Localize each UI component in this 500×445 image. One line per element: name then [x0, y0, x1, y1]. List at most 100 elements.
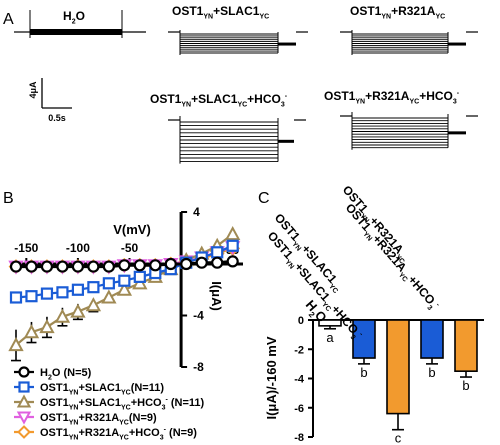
- subscript: YC: [327, 283, 339, 295]
- label-part: OST1: [150, 92, 182, 106]
- data-point: [195, 256, 208, 269]
- trace-r321a-hco3: [340, 112, 478, 150]
- data-point: [211, 256, 224, 269]
- data-point: [87, 260, 100, 273]
- y-tick-label: 4: [193, 205, 200, 219]
- data-point: [71, 260, 85, 273]
- y-tick-label: -8: [193, 360, 204, 374]
- legend-marker: [17, 425, 31, 439]
- legend-marker: [18, 366, 30, 378]
- trace-tail: [448, 131, 466, 135]
- subscript: 3: [281, 102, 285, 109]
- label-part: (N=11): [131, 382, 165, 394]
- significance-letter: b: [428, 365, 435, 380]
- label-part: (N=9): [166, 427, 197, 439]
- data-point: [133, 259, 146, 272]
- subscript: YC: [119, 419, 129, 426]
- trace-tail: [448, 42, 466, 46]
- subscript: YC: [119, 434, 129, 441]
- significance-letter: a: [326, 330, 334, 345]
- subscript: YC: [121, 404, 131, 411]
- subscript: 3: [453, 99, 457, 106]
- label-part: OST1: [40, 412, 69, 424]
- label-part: +HCO: [129, 427, 160, 439]
- subscript: 2: [307, 310, 317, 320]
- subscript: YN: [283, 259, 295, 271]
- label-part: OST1: [40, 397, 69, 409]
- trace-label-h2o: H2O: [63, 9, 85, 26]
- subscript: YN: [361, 231, 373, 243]
- subscript: 3: [425, 304, 433, 312]
- label-part: H: [40, 367, 48, 379]
- trace-label-r321a: OST1YN+R321AYC: [350, 4, 445, 21]
- label-part: (N=11): [168, 397, 205, 409]
- significance-letter: c: [395, 431, 402, 445]
- subscript: YN: [69, 404, 79, 411]
- legend: H2O (N=5)OST1YN+SLAC1YC(N=11)OST1YN+SLAC…: [14, 366, 205, 441]
- subscript: YN: [355, 99, 365, 106]
- panel-label-b: B: [3, 190, 14, 207]
- subscript: 3: [349, 334, 357, 342]
- superscript: -: [358, 331, 365, 338]
- bar-y-tick-label: -2: [294, 344, 304, 356]
- data-point: [118, 274, 131, 287]
- trace-r321a: [340, 30, 478, 55]
- subscript: YC: [435, 14, 445, 21]
- data-point: [224, 226, 241, 241]
- bar-y-tick-label: -4: [294, 374, 305, 386]
- category-label: OST1YN+R321AYC+HCO3-: [341, 201, 443, 314]
- trace-tail: [278, 42, 296, 46]
- label-part: +SLAC1: [191, 92, 238, 106]
- data-point: [9, 291, 23, 304]
- subscript: 2: [48, 374, 52, 381]
- data-point: [85, 297, 102, 312]
- subscript: 3: [160, 434, 164, 441]
- trace-label-slac1-hco3: OST1YN+SLAC1YC+HCO3-: [150, 92, 288, 109]
- scale-current-label: 4μA: [28, 81, 38, 99]
- subscript: 3: [162, 404, 166, 411]
- label-part: +HCO: [405, 273, 438, 308]
- subscript: YN: [69, 434, 79, 441]
- label-part: +SLAC1: [213, 4, 260, 18]
- label-part: +HCO: [247, 92, 281, 106]
- data-point: [164, 257, 177, 271]
- label-part: O (N=5): [52, 367, 92, 379]
- subscript: YN: [358, 213, 370, 225]
- data-point: [102, 260, 115, 273]
- trace-slac1-hco3: [168, 116, 306, 164]
- x-tick-label: -150: [14, 241, 38, 255]
- subscript: YN: [203, 14, 213, 21]
- trace-label-r321a-hco3: OST1YN+R321AYC+HCO3-: [324, 89, 460, 106]
- label-part: +HCO: [131, 397, 162, 409]
- label-part: OST1: [350, 4, 382, 18]
- bar: [454, 319, 478, 372]
- data-point: [40, 287, 54, 300]
- bar: [420, 319, 444, 359]
- data-point: [101, 289, 117, 304]
- data-point: [226, 255, 239, 268]
- superscript: -: [165, 397, 168, 404]
- category-label: OST1YN+R321AYC: [338, 183, 413, 266]
- trace-tail: [278, 139, 294, 143]
- superscript: -: [457, 90, 460, 97]
- data-point: [25, 290, 38, 303]
- label-part: +R321A: [78, 427, 119, 439]
- subscript: YC: [121, 389, 131, 396]
- subscript: 2: [72, 19, 76, 26]
- data-point: [118, 259, 131, 272]
- trace-h2o-band: [30, 29, 122, 35]
- data-point: [56, 286, 69, 299]
- bar-y-tick-label: -8: [294, 432, 304, 444]
- panel-c: C0-2-4-6-8I(μA)/-160 mV abcbbH2OOST1YN+SL…: [258, 183, 484, 445]
- data-point: [226, 239, 239, 252]
- label-part: OST1: [40, 427, 69, 439]
- data-point: [23, 324, 40, 339]
- label-part: OST1: [40, 382, 69, 394]
- data-point: [25, 260, 38, 273]
- subscript: YC: [394, 254, 406, 266]
- label-part: +R321A: [365, 89, 410, 103]
- panel-label-c: C: [258, 190, 270, 207]
- subscript: YC: [237, 102, 247, 109]
- bar-y-tick-label: -6: [294, 403, 304, 415]
